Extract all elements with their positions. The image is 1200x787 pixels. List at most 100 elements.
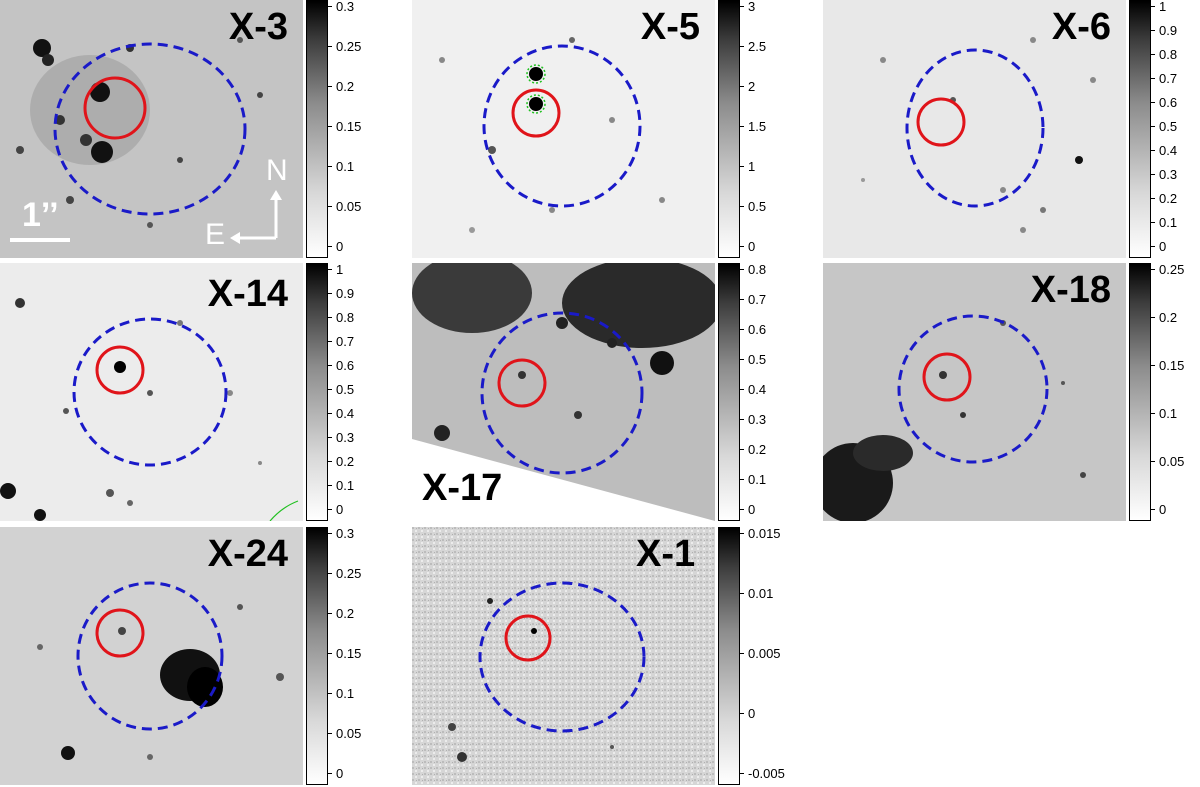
error-ellipse: [480, 311, 644, 475]
compass-east-label: E: [205, 218, 226, 251]
colorbar-tick-label: 0.5: [748, 352, 767, 367]
panel-x18-field: [823, 314, 1086, 521]
error-ellipse: [897, 314, 1049, 464]
source-circle: [95, 608, 145, 658]
colorbar-tick-label: 0.1: [336, 159, 355, 174]
colorbar-tick-mark: [328, 773, 332, 774]
panel-x14-colorbar: [306, 263, 328, 521]
colorbar-tick-mark: [1151, 126, 1155, 127]
colorbar-tick-mark: [328, 613, 332, 614]
colorbar-tick-label: 0.2: [1159, 310, 1178, 325]
colorbar-tick-mark: [740, 449, 744, 450]
panel-x17-title: X-17: [422, 467, 503, 509]
colorbar-tick-label: 0.7: [1159, 71, 1178, 86]
colorbar-tick-label: 0.015: [748, 526, 781, 541]
colorbar-tick-label: 0.05: [336, 726, 362, 741]
colorbar-tick-mark: [328, 461, 332, 462]
panel-x14-title: X-14: [207, 273, 288, 315]
colorbar-tick-mark: [328, 389, 332, 390]
colorbar-tick-mark: [740, 299, 744, 300]
colorbar-tick-mark: [740, 246, 744, 247]
colorbar-tick-label: 0.1: [1159, 406, 1178, 421]
colorbar-tick-mark: [328, 269, 332, 270]
colorbar-tick-mark: [1151, 269, 1155, 270]
colorbar-tick-label: 0.6: [748, 322, 767, 337]
error-ellipse: [76, 581, 224, 731]
colorbar-tick-mark: [1151, 78, 1155, 79]
colorbar-tick-mark: [1151, 150, 1155, 151]
panel-x1: X-1 0.015 0.01 0.005 0 -0.005: [412, 527, 792, 785]
colorbar-tick-label: 0: [336, 766, 344, 781]
colorbar-tick-label: 0.25: [1159, 262, 1185, 277]
panel-x6-title: X-6: [1051, 6, 1111, 48]
colorbar-tick-mark: [328, 437, 332, 438]
panel-x1-colorbar: [718, 527, 740, 785]
source-circle: [83, 76, 147, 140]
colorbar-tick-mark: [328, 46, 332, 47]
colorbar-tick-label: 0.7: [336, 334, 355, 349]
colorbar-tick-mark: [328, 733, 332, 734]
colorbar-tick-label: 0.8: [748, 262, 767, 277]
colorbar-tick-mark: [740, 773, 744, 774]
colorbar-tick-mark: [740, 166, 744, 167]
panel-x5: X-5 3 2.5 2 1.5 1 0.5 0: [412, 0, 766, 260]
colorbar-tick-label: 0: [748, 502, 756, 517]
colorbar-tick-mark: [328, 126, 332, 127]
colorbar-tick-label: 0.8: [336, 310, 355, 325]
colorbar-tick-label: 1: [748, 159, 756, 174]
panel-x3: 1’’ N E X-3 0.3 0.25 0.2 0.15 0.1 0.05 0: [0, 0, 361, 260]
panel-x5-colorbar: [718, 0, 740, 258]
panel-x6-colorbar: [1129, 0, 1151, 258]
colorbar-tick-mark: [1151, 198, 1155, 199]
colorbar-tick-label: 0: [336, 239, 344, 254]
colorbar-tick-mark: [328, 206, 332, 207]
colorbar-tick-mark: [328, 485, 332, 486]
error-ellipse: [53, 42, 247, 216]
colorbar-tick-label: 0.9: [1159, 23, 1178, 38]
colorbar-tick-label: 0.1: [748, 472, 767, 487]
colorbar-tick-mark: [328, 317, 332, 318]
panel-x14-image: [0, 263, 303, 521]
panel-x18-image: [823, 263, 1126, 521]
panel-x14-field: [0, 298, 299, 521]
colorbar-tick-mark: [328, 653, 332, 654]
colorbar-tick-mark: [740, 479, 744, 480]
source-circle: [504, 614, 552, 662]
colorbar-tick-mark: [740, 593, 744, 594]
colorbar-tick-label: 1: [1159, 0, 1167, 14]
panel-x1-field: [412, 527, 715, 785]
colorbar-tick-label: 0.01: [748, 586, 774, 601]
colorbar-tick-mark: [740, 533, 744, 534]
colorbar-tick-mark: [1151, 222, 1155, 223]
colorbar-tick-mark: [740, 359, 744, 360]
colorbar-tick-label: 0: [336, 502, 344, 517]
colorbar-tick-mark: [1151, 102, 1155, 103]
error-ellipse: [482, 44, 642, 208]
colorbar-tick-label: 0.25: [336, 566, 362, 581]
compass-arrows-icon: [230, 190, 282, 244]
colorbar-tick-mark: [328, 341, 332, 342]
colorbar-tick-label: 0.1: [1159, 215, 1178, 230]
panel-x1-image: [412, 527, 715, 785]
panel-x24-colorbar: [306, 527, 328, 785]
colorbar-tick-label: 0.5: [1159, 119, 1178, 134]
colorbar-tick-label: 0.4: [336, 406, 355, 421]
panel-x24-field: [37, 581, 284, 760]
panel-x1-title: X-1: [636, 533, 696, 575]
panel-x24: X-24 0.3 0.25 0.2 0.15 0.1 0.05 0: [0, 527, 361, 785]
scale-bar-label: 1’’: [22, 196, 59, 234]
colorbar-tick-label: 2.5: [748, 39, 767, 54]
compass-north-label: N: [266, 154, 288, 187]
colorbar-tick-label: 0.2: [336, 454, 355, 469]
colorbar-tick-label: 0.3: [1159, 167, 1178, 182]
colorbar-tick-label: 1.5: [748, 119, 767, 134]
colorbar-tick-mark: [1151, 461, 1155, 462]
colorbar-tick-label: 0.3: [336, 430, 355, 445]
panel-x3-image: 1’’ N E: [0, 0, 303, 258]
colorbar-tick-label: 0.005: [748, 646, 781, 661]
panel-x24-title: X-24: [207, 533, 288, 575]
colorbar-tick-label: 2: [748, 79, 756, 94]
panel-x18-title: X-18: [1030, 269, 1111, 311]
colorbar-tick-mark: [1151, 6, 1155, 7]
colorbar-tick-label: 0.1: [336, 686, 355, 701]
